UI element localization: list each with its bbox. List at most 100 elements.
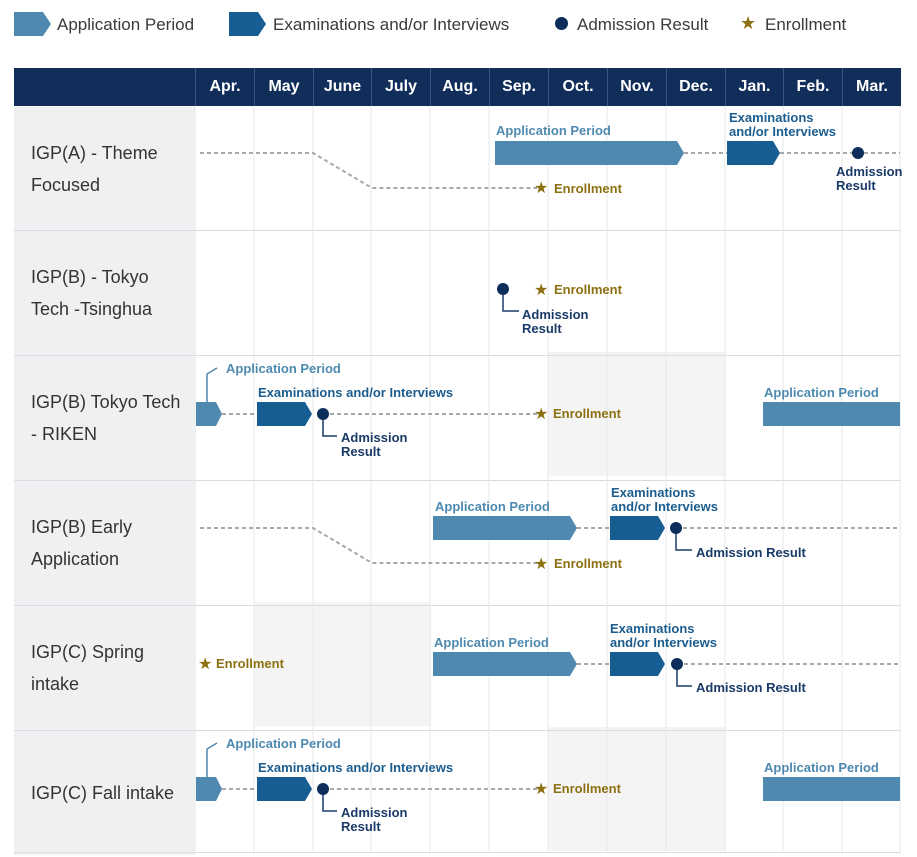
application-period-label: Application Period bbox=[496, 123, 611, 138]
result-label-line2: Result bbox=[341, 444, 381, 459]
result-label-oneline: Admission Result bbox=[696, 680, 806, 695]
enrollment-star-icon: ★ bbox=[534, 180, 548, 197]
result-label-line1: Admission bbox=[341, 430, 408, 445]
month-jun: June bbox=[313, 68, 371, 106]
application-period-label: Application Period bbox=[226, 736, 341, 751]
month-nov: Nov. bbox=[607, 68, 666, 106]
exam-bar bbox=[610, 516, 665, 540]
month-sep: Sep. bbox=[489, 68, 548, 106]
result-label-line1: Admission bbox=[522, 307, 589, 322]
month-feb: Feb. bbox=[783, 68, 842, 106]
admission-result-dot bbox=[497, 283, 509, 295]
enrollment-label: Enrollment bbox=[554, 282, 623, 297]
admission-result-dot bbox=[671, 658, 683, 670]
application-bar bbox=[495, 141, 684, 165]
shade-region bbox=[548, 352, 725, 476]
application-bar bbox=[196, 777, 222, 801]
legend: Application Period Examinations and/or I… bbox=[0, 0, 917, 50]
legend-enrollment-label: Enrollment bbox=[765, 15, 847, 34]
month-dec: Dec. bbox=[666, 68, 725, 106]
application-period-label: Application Period bbox=[764, 385, 879, 400]
exam-label-oneline: Examinations and/or Interviews bbox=[258, 385, 453, 400]
exam-bar bbox=[257, 402, 312, 426]
admission-result-dot bbox=[317, 783, 329, 795]
row-divider bbox=[14, 605, 901, 606]
result-label-line1: Admission bbox=[341, 805, 408, 820]
enrollment-star-icon: ★ bbox=[534, 406, 548, 423]
row-divider bbox=[14, 230, 901, 231]
exam-bar bbox=[257, 777, 312, 801]
admission-result-dot bbox=[317, 408, 329, 420]
row-igp-c-spring-timeline: ★ Enrollment Application Period Examinat… bbox=[198, 621, 900, 695]
enrollment-star-icon: ★ bbox=[534, 781, 548, 798]
exam-label-line2: and/or Interviews bbox=[611, 499, 718, 514]
enrollment-star-icon: ★ bbox=[534, 556, 548, 573]
row-label-igp-c-fall: IGP(C) Fall intake bbox=[14, 731, 195, 855]
row-divider bbox=[14, 480, 901, 481]
application-bar bbox=[763, 402, 900, 426]
enrollment-label: Enrollment bbox=[553, 781, 622, 796]
row-divider bbox=[14, 355, 901, 356]
row-label-igp-b-early: IGP(B) Early Application bbox=[14, 481, 195, 605]
result-label-oneline: Admission Result bbox=[696, 545, 806, 560]
enrollment-star-icon: ★ bbox=[198, 656, 212, 673]
application-period-label: Application Period bbox=[764, 760, 879, 775]
admission-result-dot bbox=[852, 147, 864, 159]
application-bar bbox=[433, 516, 577, 540]
row-label-igp-c-spring: IGP(C) Spring intake bbox=[14, 606, 195, 730]
row-igp-b-early-timeline: Application Period Examinations and/or I… bbox=[200, 485, 900, 573]
legend-application-swatch bbox=[14, 12, 51, 36]
row-label-igp-b-riken: IGP(B) Tokyo Tech - RIKEN bbox=[14, 356, 195, 480]
row-divider bbox=[14, 852, 901, 853]
month-apr: Apr. bbox=[195, 68, 254, 106]
result-label-line2: Result bbox=[836, 178, 876, 193]
legend-exam-swatch bbox=[229, 12, 266, 36]
row-igp-c-fall-timeline: Application Period Examinations and/or I… bbox=[196, 736, 900, 834]
exam-bar bbox=[727, 141, 780, 165]
result-label-line2: Result bbox=[522, 321, 562, 336]
legend-exam-label: Examinations and/or Interviews bbox=[273, 15, 510, 34]
application-period-label: Application Period bbox=[434, 635, 549, 650]
application-period-label: Application Period bbox=[226, 361, 341, 376]
application-bar bbox=[763, 777, 900, 801]
month-aug: Aug. bbox=[430, 68, 489, 106]
row-label-igp-b-tsinghua: IGP(B) - Tokyo Tech -Tsinghua bbox=[14, 231, 195, 355]
shade-region bbox=[255, 602, 431, 726]
month-jan: Jan. bbox=[725, 68, 783, 106]
application-period-label: Application Period bbox=[435, 499, 550, 514]
admission-result-dot bbox=[670, 522, 682, 534]
exam-label-line2: and/or Interviews bbox=[610, 635, 717, 650]
enrollment-label: Enrollment bbox=[554, 556, 623, 571]
row-igp-b-tsinghua-timeline: Admission Result ★ Enrollment bbox=[497, 282, 623, 336]
exam-label-oneline: Examinations and/or Interviews bbox=[258, 760, 453, 775]
enrollment-label: Enrollment bbox=[554, 181, 623, 196]
row-divider bbox=[14, 730, 901, 731]
result-label-line2: Result bbox=[341, 819, 381, 834]
legend-result-label: Admission Result bbox=[577, 15, 709, 34]
month-gridlines bbox=[194, 106, 901, 852]
row-igp-b-riken-timeline: Application Period Examinations and/or I… bbox=[196, 361, 900, 459]
legend-application-label: Application Period bbox=[57, 15, 195, 34]
exam-label-line1: Examinations bbox=[611, 485, 696, 500]
result-label-line1: Admission bbox=[836, 164, 903, 179]
legend-result-dot-icon bbox=[555, 17, 568, 30]
enrollment-star-icon: ★ bbox=[534, 282, 548, 299]
month-may: May bbox=[254, 68, 313, 106]
shade-region bbox=[548, 727, 725, 851]
month-mar: Mar. bbox=[842, 68, 901, 106]
exam-label-line2: and/or Interviews bbox=[729, 124, 836, 139]
exam-label-line1: Examinations bbox=[729, 110, 814, 125]
row-igp-a-timeline: Application Period Examinations and/or I… bbox=[200, 110, 903, 197]
enrollment-label: Enrollment bbox=[553, 406, 622, 421]
exam-label-line1: Examinations bbox=[610, 621, 695, 636]
exam-bar bbox=[610, 652, 665, 676]
application-bar bbox=[433, 652, 577, 676]
enrollment-label: Enrollment bbox=[216, 656, 285, 671]
application-bar bbox=[196, 402, 222, 426]
legend-star-icon: ★ bbox=[740, 13, 757, 33]
row-label-igp-a: IGP(A) - Theme Focused bbox=[14, 107, 195, 230]
month-jul: July bbox=[371, 68, 430, 106]
month-oct: Oct. bbox=[548, 68, 607, 106]
month-header: Apr. May June July Aug. Sep. Oct. Nov. D… bbox=[14, 68, 901, 106]
